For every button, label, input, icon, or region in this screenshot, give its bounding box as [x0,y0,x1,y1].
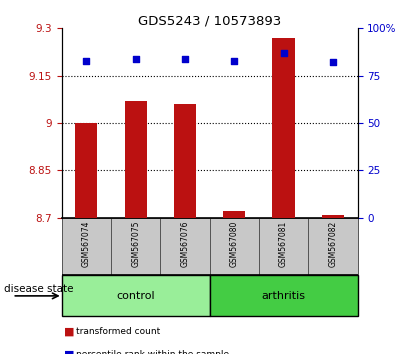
Point [182,56,188,62]
Text: percentile rank within the sample: percentile rank within the sample [76,350,230,354]
Point [231,58,238,63]
Text: control: control [116,291,155,301]
FancyBboxPatch shape [210,218,259,275]
Bar [125,101,147,218]
Bar [174,104,196,218]
Text: GSM567076: GSM567076 [180,221,189,267]
Bar [272,38,295,218]
Text: transformed count: transformed count [76,327,161,336]
Bar [223,211,245,218]
Text: GSM567081: GSM567081 [279,221,288,267]
Point [280,50,287,56]
FancyBboxPatch shape [259,218,308,275]
FancyBboxPatch shape [308,218,358,275]
Text: GSM567075: GSM567075 [131,221,140,267]
Text: GSM567074: GSM567074 [82,221,91,267]
FancyBboxPatch shape [62,218,111,275]
Text: ■: ■ [64,349,75,354]
Text: GSM567080: GSM567080 [230,221,239,267]
Point [83,58,90,63]
FancyBboxPatch shape [111,218,160,275]
Text: GSM567082: GSM567082 [328,221,337,267]
Bar [322,215,344,218]
Text: disease state: disease state [4,284,74,293]
FancyBboxPatch shape [210,275,358,316]
Text: ■: ■ [64,326,75,337]
Text: arthritis: arthritis [261,291,306,301]
FancyBboxPatch shape [62,275,210,316]
FancyBboxPatch shape [160,218,210,275]
Title: GDS5243 / 10573893: GDS5243 / 10573893 [138,14,281,27]
Point [132,56,139,62]
Point [330,59,336,65]
Bar [75,123,97,218]
